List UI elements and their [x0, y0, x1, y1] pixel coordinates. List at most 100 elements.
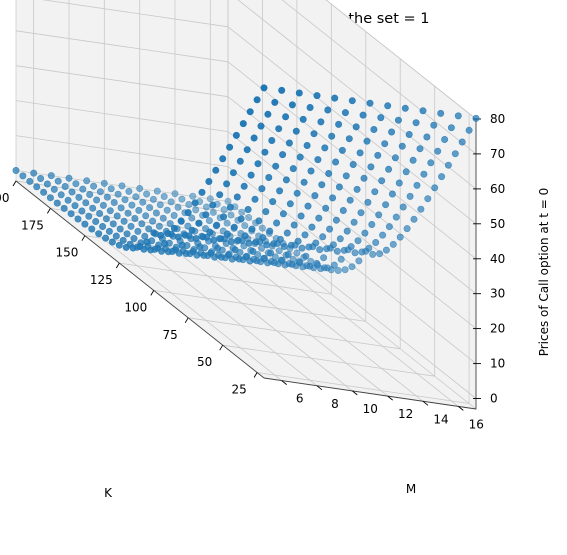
- x-axis-label: K: [104, 486, 113, 500]
- data-point: [170, 212, 178, 220]
- data-point: [142, 212, 150, 220]
- data-point: [284, 251, 292, 259]
- z-tick-label: 50: [490, 217, 505, 231]
- x-tick-mark: [81, 235, 86, 241]
- data-point: [219, 155, 227, 163]
- data-point: [174, 203, 182, 211]
- grid-line-z: [15, 65, 229, 98]
- data-point: [253, 257, 261, 265]
- data-point: [239, 120, 247, 128]
- x-tick-label: 150: [55, 246, 78, 260]
- data-point: [149, 195, 157, 203]
- data-point: [322, 204, 330, 212]
- data-point: [330, 261, 338, 269]
- y-tick-label: 8: [331, 397, 339, 411]
- data-point: [220, 213, 228, 221]
- data-point: [396, 233, 404, 241]
- data-point: [472, 114, 480, 122]
- data-point: [336, 235, 344, 243]
- x-tick-label: 75: [163, 328, 178, 342]
- data-point: [269, 198, 277, 206]
- data-point: [299, 115, 307, 123]
- data-point: [317, 118, 325, 126]
- data-point: [385, 165, 393, 173]
- data-point: [389, 240, 397, 248]
- data-point: [132, 193, 140, 201]
- data-point: [409, 156, 417, 164]
- data-point: [360, 174, 368, 182]
- data-point: [188, 214, 196, 222]
- data-point: [349, 161, 357, 169]
- data-point: [237, 215, 245, 223]
- data-point: [217, 235, 225, 243]
- data-point: [160, 193, 168, 201]
- z-tick-label: 40: [490, 252, 505, 266]
- data-point: [47, 172, 55, 180]
- data-point: [261, 148, 269, 156]
- data-point: [265, 174, 273, 182]
- data-point: [26, 177, 34, 185]
- data-point: [382, 246, 390, 254]
- data-point: [266, 227, 274, 235]
- data-point: [427, 159, 435, 167]
- data-point: [335, 120, 343, 128]
- data-point: [171, 190, 179, 198]
- data-point: [303, 142, 311, 150]
- data-point: [120, 217, 128, 225]
- data-point: [99, 223, 107, 231]
- data-point: [306, 262, 314, 270]
- data-point: [238, 208, 246, 216]
- data-point: [364, 198, 372, 206]
- data-point: [88, 225, 96, 233]
- data-point: [441, 136, 449, 144]
- data-point: [348, 97, 356, 105]
- data-point: [37, 175, 45, 183]
- z-tick-label: 30: [490, 287, 505, 301]
- data-point: [416, 145, 424, 153]
- data-point: [398, 142, 406, 150]
- data-point: [381, 140, 389, 148]
- data-point: [276, 187, 284, 195]
- grid-line-k: [15, 180, 229, 213]
- data-point: [293, 249, 301, 257]
- grid-line-m: [139, 198, 388, 397]
- data-point: [282, 176, 290, 184]
- data-point: [365, 244, 373, 252]
- data-point: [185, 201, 193, 209]
- data-point: [299, 263, 307, 271]
- data-point: [388, 190, 396, 198]
- data-point: [384, 102, 392, 110]
- data-point: [235, 255, 243, 263]
- x-tick-label: 25: [231, 383, 246, 397]
- grid-line-k: [257, 372, 470, 404]
- data-point: [78, 207, 86, 215]
- data-point: [328, 132, 336, 140]
- data-point: [395, 179, 403, 187]
- y-tick-label: 12: [398, 407, 413, 421]
- data-point: [289, 165, 297, 173]
- data-point: [405, 131, 413, 139]
- grid-line-m: [68, 188, 318, 387]
- data-point: [100, 179, 108, 187]
- data-point: [227, 238, 235, 246]
- data-point: [353, 185, 361, 193]
- data-point: [191, 199, 199, 207]
- data-point: [290, 221, 298, 229]
- data-point: [367, 163, 375, 171]
- data-point: [394, 116, 402, 124]
- data-point: [250, 134, 258, 142]
- data-point: [89, 204, 97, 212]
- data-point: [447, 124, 455, 132]
- data-point: [410, 215, 418, 223]
- data-point: [202, 203, 210, 211]
- data-point: [312, 239, 320, 247]
- data-point: [260, 84, 268, 92]
- data-point: [354, 237, 362, 245]
- data-point: [233, 193, 241, 201]
- data-point: [333, 247, 341, 255]
- x-axis-line: [15, 180, 265, 379]
- data-point: [79, 185, 87, 193]
- data-point: [247, 171, 255, 179]
- grid-line-k: [188, 317, 401, 350]
